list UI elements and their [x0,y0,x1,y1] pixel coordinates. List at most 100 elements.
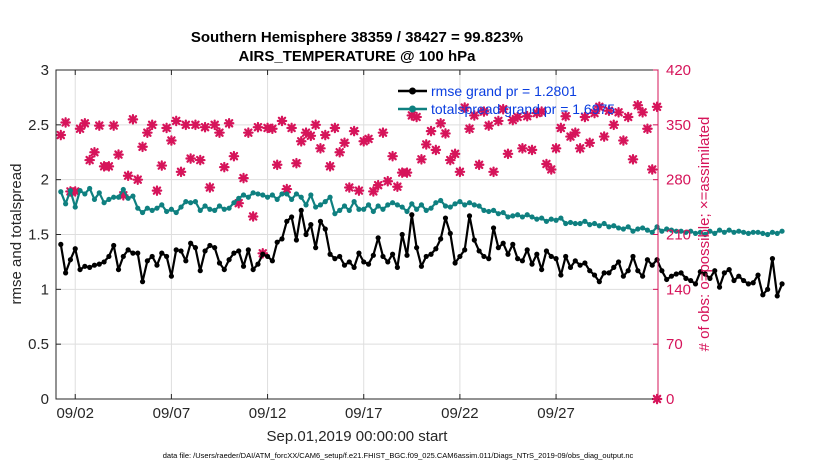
obs-marker-core [313,122,318,128]
left-tick-label: 3 [41,62,49,79]
totalspread-point [428,205,434,211]
rmse-point [625,268,631,274]
totalspread-point [260,192,266,198]
totalspread-point [654,224,660,230]
totalspread-point [202,203,208,209]
totalspread-point [231,200,237,206]
rmse-point [317,218,324,224]
obs-marker-core [515,114,520,120]
totalspread-point [269,192,275,198]
totalspread-point [553,217,559,223]
obs-marker-core [640,110,645,115]
rmse-point [534,251,540,257]
obs-point [363,133,374,145]
totalspread-point [135,205,141,211]
totalspread-point [452,201,458,207]
obs-marker-core [414,114,419,120]
obs-point [93,120,105,131]
totalspread-point [438,197,444,204]
obs-point [608,119,620,131]
totalspread-point [144,205,150,211]
obs-marker-core [73,189,78,194]
rmse-point [558,272,564,278]
obs-point [243,127,254,138]
obs-marker-core [140,144,145,149]
right-axis-label: # of obs: o=possible; ×=assimilated [696,117,713,352]
totalspread-point [683,229,689,235]
obs-point [127,114,139,125]
totalspread-point [163,208,170,215]
rmse-point [769,256,776,262]
rmse-point [120,253,126,260]
rmse-point [144,258,150,264]
obs-point [358,135,370,147]
obs-marker-core [207,185,213,190]
rmse-point [197,268,203,274]
rmse-point [452,260,458,266]
obs-point [55,129,67,141]
totalspread-point [63,201,69,207]
totalspread-point [442,203,449,209]
rmse-point [529,261,535,267]
rmse-point [553,256,559,262]
totalspread-point [72,204,78,210]
obs-marker-core [366,136,371,142]
obs-point [622,111,634,123]
obs-point [89,146,100,158]
obs-point [464,123,475,135]
totalspread-point [755,229,761,235]
totalspread-point [346,207,352,213]
rmse-series [58,207,785,299]
rmse-point [279,236,285,242]
rmse-point [264,253,271,260]
obs-point [286,122,297,134]
obs-point [84,154,95,166]
obs-point [344,182,355,193]
totalspread-point [188,200,194,206]
obs-marker-core [183,122,189,128]
x-tick-label: 09/02 [56,405,94,422]
totalspread-point [370,208,376,215]
totalspread-point [394,202,400,208]
rmse-point [380,253,386,260]
rmse-point [96,261,102,267]
left-tick-label: 2 [41,172,49,189]
totalspread-point [774,230,780,237]
totalspread-point [322,199,328,205]
obs-marker-core [601,134,607,139]
totalspread-point [688,228,694,234]
obs-point [310,119,321,131]
obs-marker-core [188,156,193,161]
obs-point [444,154,456,166]
totalspread-point [284,191,290,197]
obs-point [382,175,394,187]
rmse-point [692,281,699,287]
obs-marker-core [347,185,352,190]
rmse-point [712,268,718,274]
obs-marker-core [428,128,434,134]
obs-marker-core [558,125,564,131]
totalspread-point [207,206,213,212]
totalspread-point [337,207,343,213]
totalspread-point [414,206,420,212]
obs-marker-core [294,161,299,166]
totalspread-point [534,216,540,222]
obs-marker-core [332,125,338,131]
rmse-point [82,263,88,269]
totalspread-point [519,214,526,220]
rmse-point [192,245,199,251]
totalspread-point [587,222,593,228]
rmse-point [221,266,227,273]
left-tick-label: 1.5 [28,227,49,244]
rmse-point [731,277,737,284]
rmse-point [163,253,170,260]
totalspread-point [707,228,713,234]
rmse-point [365,261,372,267]
totalspread-point [697,229,703,235]
totalspread-point [149,207,155,213]
obs-point [252,121,264,133]
totalspread-point [178,204,184,210]
totalspread-point [495,211,501,217]
obs-point [113,149,124,160]
rmse-point [298,207,304,213]
